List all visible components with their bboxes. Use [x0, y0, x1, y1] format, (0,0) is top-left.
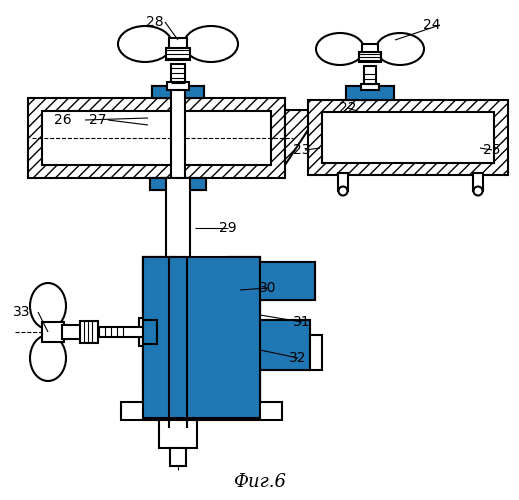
Bar [143, 257, 175, 418]
Text: 28: 28 [146, 15, 164, 29]
Bar [338, 173, 348, 191]
Bar [28, 98, 285, 178]
Bar [143, 257, 175, 418]
Bar [260, 320, 310, 370]
Text: 26: 26 [54, 113, 72, 127]
Bar [169, 38, 187, 50]
Bar [260, 320, 310, 370]
Text: 29: 29 [219, 221, 237, 235]
Bar [364, 66, 376, 86]
Bar [228, 257, 260, 418]
Bar [150, 178, 206, 190]
Bar [310, 335, 322, 370]
Bar [152, 86, 204, 98]
Ellipse shape [338, 186, 348, 196]
Ellipse shape [316, 33, 364, 65]
Bar [166, 48, 190, 60]
Bar [143, 257, 260, 418]
Ellipse shape [376, 33, 424, 65]
Text: 32: 32 [289, 351, 307, 365]
Bar [167, 82, 189, 90]
Bar [96, 327, 145, 337]
Text: 27: 27 [89, 113, 107, 127]
Bar [171, 64, 185, 86]
Bar [262, 264, 313, 298]
Bar [230, 403, 260, 418]
Ellipse shape [118, 26, 172, 62]
Bar [166, 178, 190, 272]
Bar [121, 402, 282, 420]
Bar [42, 111, 271, 165]
Text: 33: 33 [13, 305, 31, 319]
Bar [359, 52, 381, 62]
Bar [228, 257, 260, 418]
Ellipse shape [30, 335, 66, 381]
Text: 22: 22 [339, 101, 357, 115]
Bar [170, 448, 186, 466]
Bar [308, 100, 508, 175]
Text: 24: 24 [424, 18, 441, 32]
Ellipse shape [184, 26, 238, 62]
Bar [346, 86, 394, 100]
Text: Фиг.6: Фиг.6 [234, 473, 286, 491]
Bar [260, 262, 315, 300]
Bar [169, 257, 187, 428]
Bar [171, 86, 185, 198]
Bar [42, 322, 64, 342]
Bar [159, 420, 197, 448]
Bar [143, 320, 157, 344]
Bar [139, 318, 157, 346]
Bar [175, 257, 228, 418]
Bar [361, 84, 379, 90]
Bar [62, 325, 84, 339]
Bar [473, 173, 483, 191]
Ellipse shape [473, 186, 483, 196]
Bar [80, 321, 98, 343]
Bar [322, 112, 494, 163]
Bar [362, 44, 378, 54]
Text: 31: 31 [293, 315, 311, 329]
Bar [152, 86, 204, 98]
Ellipse shape [30, 283, 66, 329]
Polygon shape [285, 110, 308, 165]
Bar [150, 178, 206, 190]
Text: 30: 30 [260, 281, 277, 295]
Bar [260, 262, 315, 300]
Bar [143, 320, 157, 344]
Text: 25: 25 [483, 143, 501, 157]
Text: 23: 23 [293, 143, 311, 157]
Bar [346, 86, 394, 100]
